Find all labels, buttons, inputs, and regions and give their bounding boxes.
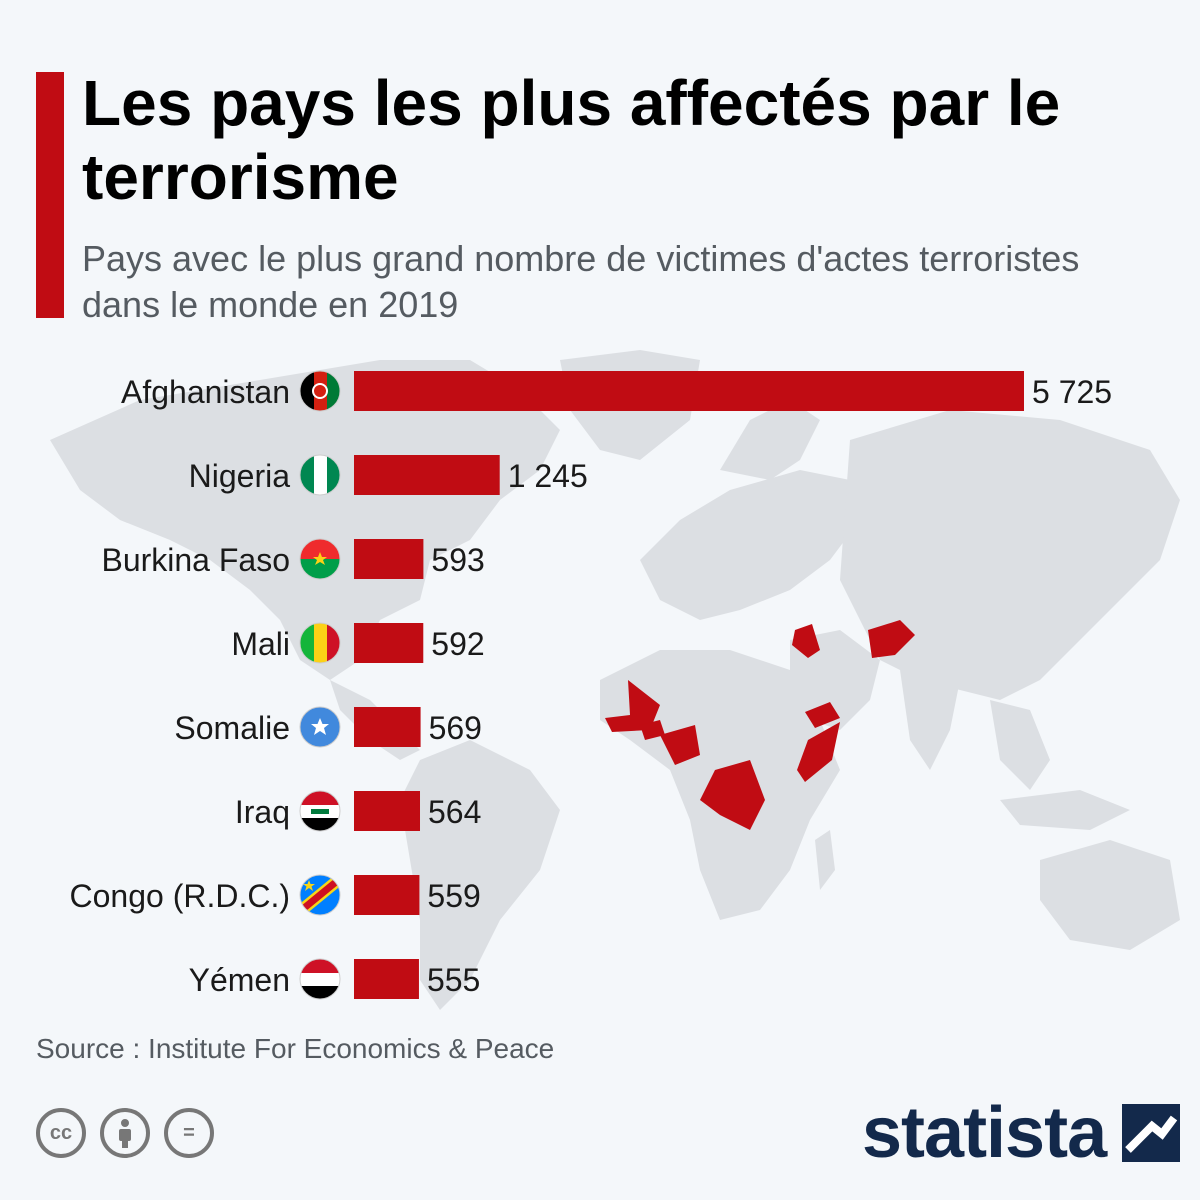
category-label: Afghanistan [121, 374, 290, 410]
value-label: 592 [431, 626, 484, 662]
value-label: 5 725 [1032, 374, 1112, 410]
bar [354, 539, 424, 579]
category-label: Nigeria [189, 458, 291, 494]
bar [354, 623, 424, 663]
yemen-flag-icon [299, 958, 341, 1000]
statista-logo[interactable]: statista [862, 1092, 1181, 1174]
drc-flag-icon [299, 874, 341, 916]
nigeria-flag-icon [299, 454, 341, 496]
statista-logo-mark-icon [1122, 1104, 1181, 1162]
bar [354, 455, 500, 495]
value-label: 555 [427, 962, 480, 998]
highlighted-countries [605, 620, 915, 830]
value-label: 569 [429, 710, 482, 746]
cc-icon[interactable]: cc [36, 1108, 86, 1158]
title-accent-bar [36, 72, 64, 318]
value-label: 1 245 [508, 458, 588, 494]
attribution-icon[interactable] [100, 1108, 150, 1158]
value-label: 559 [427, 878, 480, 914]
category-label: Burkina Faso [101, 542, 290, 578]
bar [354, 959, 419, 999]
mali-flag-icon [299, 622, 341, 664]
bar [354, 875, 420, 915]
no-derivatives-icon[interactable]: = [164, 1108, 214, 1158]
logo-text: statista [862, 1093, 1107, 1173]
burkina-faso-flag-icon [299, 538, 341, 580]
bar [354, 791, 421, 831]
category-label: Congo (R.D.C.) [70, 878, 291, 914]
chart-title: Les pays les plus affectés par le terror… [82, 67, 1061, 213]
category-label: Yémen [189, 962, 290, 998]
category-label: Somalie [174, 710, 290, 746]
bar [354, 707, 421, 747]
bar [354, 371, 1024, 411]
license-icons: cc = [36, 1108, 214, 1158]
category-label: Iraq [235, 794, 290, 830]
value-label: 564 [428, 794, 481, 830]
category-label: Mali [231, 626, 290, 662]
value-label: 593 [431, 542, 484, 578]
iraq-flag-icon [299, 790, 341, 832]
source-note: Source : Institute For Economics & Peace [36, 1033, 555, 1064]
somalia-flag-icon [299, 706, 341, 748]
chart-subtitle: Pays avec le plus grand nombre de victim… [82, 238, 1080, 325]
afghanistan-flag-icon [299, 370, 341, 412]
